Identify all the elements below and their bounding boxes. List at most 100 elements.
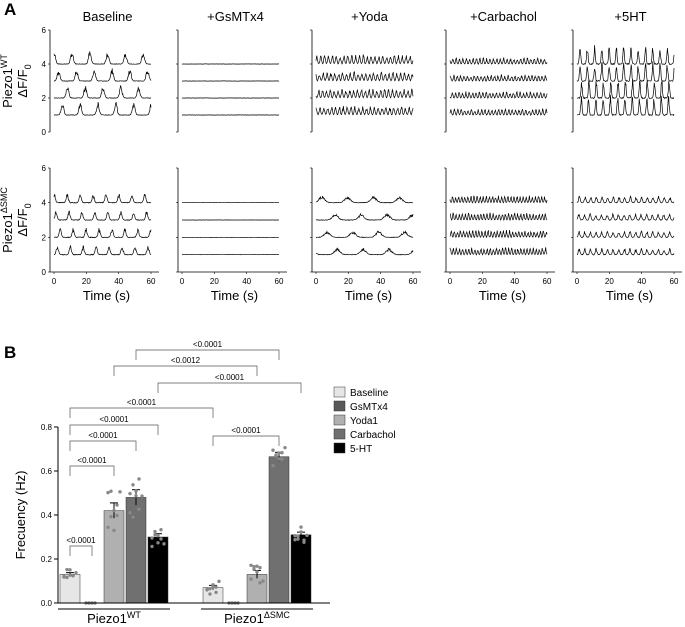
y-tick-label: 6 bbox=[42, 26, 47, 35]
data-point bbox=[150, 544, 154, 549]
calcium-trace bbox=[449, 73, 548, 82]
legend-label: 5-HT bbox=[350, 444, 372, 455]
trace-panel-r1-c4: 0 20 40 60 Time (s) bbox=[571, 167, 682, 303]
data-point bbox=[156, 533, 160, 538]
condition-label: +GsMTx4 bbox=[207, 9, 264, 24]
data-point bbox=[109, 514, 113, 519]
data-point bbox=[112, 528, 116, 533]
data-point bbox=[249, 563, 253, 568]
bar-baseline bbox=[59, 574, 81, 604]
measure-subscript: 0 bbox=[23, 203, 33, 208]
y-tick-label: 0.2 bbox=[41, 555, 53, 564]
p-value-label: <0.0001 bbox=[77, 456, 107, 465]
data-point bbox=[162, 542, 166, 546]
calcium-trace bbox=[315, 105, 414, 116]
data-point bbox=[271, 448, 275, 452]
data-point bbox=[299, 525, 303, 529]
data-point bbox=[277, 451, 281, 455]
calcium-trace bbox=[53, 51, 152, 65]
data-point bbox=[71, 574, 75, 578]
data-point bbox=[137, 507, 141, 511]
legend-swatch bbox=[333, 442, 346, 454]
calcium-trace bbox=[449, 195, 548, 204]
p-value-label: <0.0001 bbox=[193, 340, 223, 349]
data-point bbox=[214, 585, 218, 589]
calcium-trace bbox=[449, 247, 548, 256]
row-measure-label: ΔF/F0 bbox=[15, 203, 33, 236]
x-tick-label: 0 bbox=[575, 277, 580, 286]
data-point bbox=[255, 570, 259, 574]
trace-panel-r0-c0: 0 2 4 6 bbox=[42, 26, 152, 137]
data-point bbox=[131, 515, 135, 519]
y-tick-label: 2 bbox=[42, 94, 47, 103]
data-point bbox=[302, 540, 306, 544]
x-tick-label: 20 bbox=[605, 277, 614, 286]
calcium-trace bbox=[577, 94, 675, 117]
x-tick-label: 20 bbox=[478, 277, 487, 286]
x-tick-label: 40 bbox=[376, 277, 385, 286]
data-point bbox=[106, 525, 110, 529]
data-point bbox=[115, 513, 119, 518]
data-point bbox=[156, 541, 160, 545]
y-tick-label: 0.0 bbox=[41, 599, 53, 608]
significance-bracket: <0.0001 bbox=[157, 373, 302, 393]
genotype-text: Piezo1 bbox=[0, 68, 15, 108]
x-tick-label: 60 bbox=[543, 277, 552, 286]
y-tick-label: 0.8 bbox=[41, 423, 53, 432]
data-point bbox=[205, 586, 209, 591]
row-measure-label: ΔF/F0 bbox=[15, 64, 33, 97]
data-point bbox=[261, 579, 265, 583]
data-point bbox=[271, 463, 275, 468]
genotype-text: Piezo1 bbox=[0, 213, 15, 253]
x-tick-label: 40 bbox=[242, 277, 251, 286]
y-tick-label: 0 bbox=[42, 128, 47, 137]
data-point bbox=[280, 457, 284, 461]
data-point bbox=[159, 528, 163, 532]
data-point bbox=[131, 483, 135, 487]
data-point bbox=[296, 534, 300, 538]
y-tick-label: 2 bbox=[42, 233, 47, 242]
x-tick-label: 20 bbox=[344, 277, 353, 286]
group-label: Piezo1WT bbox=[87, 610, 141, 626]
data-point bbox=[134, 494, 138, 498]
legend: Baseline GsMTx4 Yoda1 Carbachol 5-HT bbox=[333, 386, 396, 455]
significance-bracket: <0.0001 bbox=[69, 415, 159, 435]
calcium-trace bbox=[53, 193, 152, 204]
calcium-trace bbox=[315, 71, 414, 82]
bar-5-ht bbox=[290, 534, 312, 604]
calcium-trace bbox=[576, 195, 675, 204]
x-axis-label: Time (s) bbox=[479, 288, 526, 303]
y-tick-label: 0.4 bbox=[41, 511, 53, 520]
data-point bbox=[62, 575, 66, 579]
bracket-line bbox=[69, 545, 93, 556]
significance-bracket: <0.0001 bbox=[69, 431, 137, 451]
x-tick-label: 0 bbox=[314, 277, 319, 286]
data-point bbox=[109, 489, 113, 493]
x-axis-label: Time (s) bbox=[211, 288, 258, 303]
data-point bbox=[106, 490, 110, 495]
genotype-superscript: ΔSMC bbox=[0, 187, 9, 214]
data-point bbox=[258, 565, 262, 570]
measure-subscript: 0 bbox=[23, 64, 33, 69]
data-point bbox=[140, 494, 144, 498]
bracket-line bbox=[212, 435, 280, 446]
calcium-trace bbox=[315, 195, 414, 204]
group-name: Piezo1 bbox=[87, 611, 127, 626]
data-point bbox=[217, 579, 221, 584]
data-point bbox=[280, 451, 284, 455]
x-tick-label: 20 bbox=[210, 277, 219, 286]
data-point bbox=[274, 454, 278, 458]
significance-bracket: <0.0001 bbox=[69, 398, 214, 418]
legend-swatch bbox=[333, 428, 346, 440]
y-tick-label: 0 bbox=[42, 268, 47, 277]
data-point bbox=[112, 508, 116, 513]
legend-swatch bbox=[333, 414, 346, 426]
x-tick-label: 40 bbox=[510, 277, 519, 286]
trace-panel-r1-c3: 0 20 40 60 Time (s) bbox=[444, 167, 555, 303]
bracket-line bbox=[69, 424, 159, 435]
panel-a-letter: A bbox=[4, 0, 16, 19]
trace-panel-r0-c4 bbox=[571, 29, 675, 133]
calcium-trace bbox=[576, 61, 675, 83]
